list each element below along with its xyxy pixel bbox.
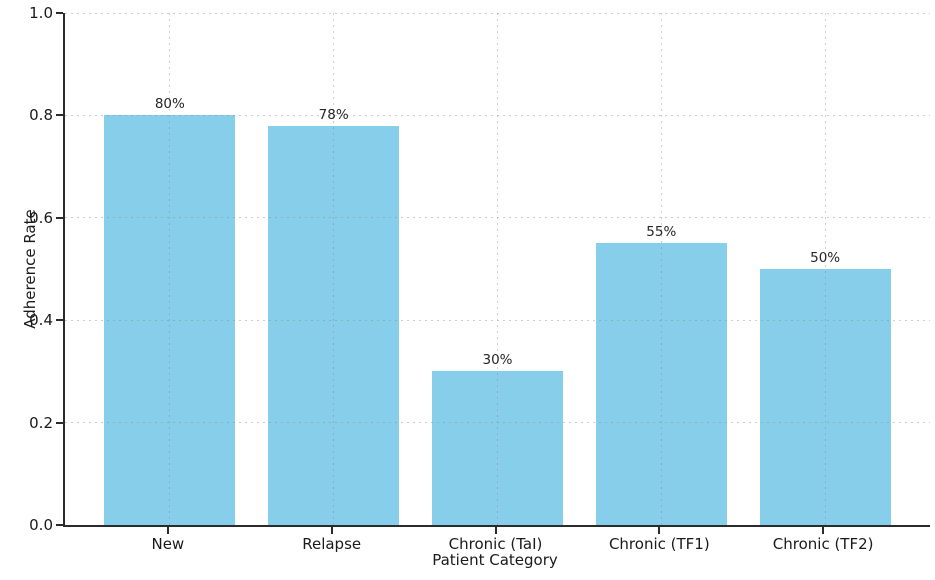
x-axis-label: Patient Category [432,551,558,569]
bar-chronic-tai [431,371,564,525]
horizontal-gridline [65,217,930,219]
y-tick-label: 0.6 [29,208,53,227]
bar-value-label: 50% [810,250,841,266]
vertical-gridline [169,13,171,525]
y-tick-mark [56,12,63,14]
y-tick-label: 0.0 [29,516,53,534]
x-tick-mark [822,527,825,534]
bar-chronic-tf1 [595,243,727,525]
y-tick-label: 1.0 [29,4,53,22]
y-tick-label: 0.4 [29,311,53,330]
bar-value-label: 30% [482,352,513,369]
bar-value-label: 80% [154,96,185,113]
y-tick-mark [56,216,63,219]
bar-value-label: 55% [646,224,677,241]
x-tick-mark [166,527,169,534]
vertical-gridline [824,13,826,525]
bar-value-label: 78% [318,106,349,123]
x-tick-label: New [151,535,185,553]
x-tick-label: Relapse [302,535,362,553]
y-tick-label: 0.2 [29,413,53,432]
x-tick-mark [658,527,661,534]
bar-relapse [268,125,400,525]
y-tick-mark [56,319,63,322]
horizontal-gridline [65,422,930,424]
y-tick-mark [56,114,63,117]
vertical-gridline [497,13,498,525]
y-tick-label: 0.8 [29,106,53,125]
horizontal-gridline [65,114,930,116]
x-tick-label: Chronic (TaI) [448,535,543,553]
bar-new [104,115,236,525]
horizontal-gridline [65,319,930,321]
y-tick-mark [56,421,63,424]
x-tick-label: Chronic (TF2) [772,535,874,553]
horizontal-gridline [65,12,930,14]
vertical-gridline [660,13,662,525]
x-tick-mark [330,527,333,534]
y-tick-mark [56,524,63,526]
bar-chronic-tf2 [759,269,891,525]
x-tick-mark [494,527,497,534]
plot-area: 80% 78% 30% 55% 50% [63,12,930,527]
x-tick-label: Chronic (TF1) [608,535,710,553]
vertical-gridline [333,13,335,525]
